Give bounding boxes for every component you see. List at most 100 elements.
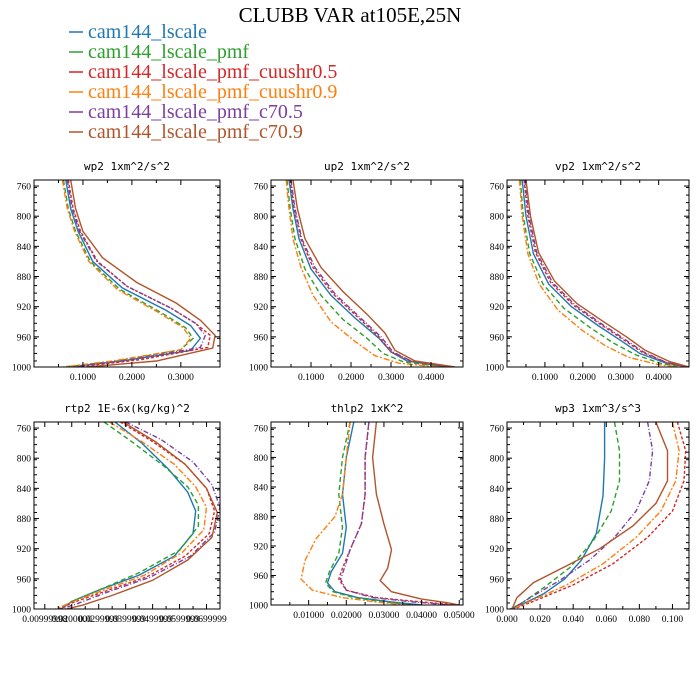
chart-panel: thlp2 1xK^2 760 800 840 880 920 960 1000 0.01000…: [249, 402, 475, 621]
x-tick-label: 0.01000: [293, 611, 324, 621]
series-line: [371, 422, 460, 605]
plot-frame: [506, 421, 690, 610]
x-tick-label: 0.000: [496, 615, 518, 625]
series-line: [65, 180, 202, 367]
legend-item: cam144_lscale_pmf_c70.5: [69, 101, 303, 123]
y-tick-label: 760: [490, 425, 505, 435]
panel-title: thlp2 1xK^2: [331, 402, 404, 415]
y-tick-label: 880: [17, 515, 32, 525]
plot-frame: [33, 179, 221, 368]
panel-title: wp2 1xm^2/s^2: [84, 160, 170, 173]
series-line: [66, 422, 219, 609]
x-tick-label: 0.02000: [331, 611, 362, 621]
y-tick-label: 880: [254, 513, 269, 523]
x-tick-label: 0.0299999: [79, 615, 120, 625]
series-line: [60, 422, 197, 609]
y-tick-label: 760: [490, 183, 505, 193]
y-tick-label: 880: [490, 515, 505, 525]
series-line: [58, 422, 216, 609]
panels: wp2 1xm^2/s^2 760 800 840 880 920 960 1000 0.100…: [12, 160, 690, 625]
y-tick-label: 960: [17, 575, 32, 585]
chart-panel: rtp2 1E-6x(kg/kg)^2 760 800 840 880 920 960 100…: [12, 402, 227, 625]
x-tick-label: 0.03000: [369, 611, 400, 621]
y-tick-label: 840: [17, 485, 32, 495]
y-tick-label: 920: [254, 542, 269, 552]
series-line: [525, 180, 689, 367]
series-line: [70, 180, 216, 367]
x-tick-label: 0.2000: [338, 373, 364, 383]
y-tick-label: 920: [490, 303, 505, 313]
legend-item: cam144_lscale_pmf_cuushr0.9: [69, 81, 337, 103]
series-line: [300, 422, 407, 605]
plot-frame: [270, 179, 464, 368]
series-group: [509, 422, 687, 609]
y-tick-label: 960: [490, 575, 505, 585]
legend-label: cam144_lscale_pmf_cuushr0.5: [88, 61, 337, 83]
legend-label: cam144_lscale_pmf_cuushr0.9: [88, 81, 337, 103]
y-tick-label: 840: [490, 485, 505, 495]
y-tick-label: 760: [17, 425, 32, 435]
y-tick-label: 840: [254, 483, 269, 493]
series-line: [519, 180, 686, 367]
y-tick-label: 960: [17, 333, 32, 343]
chart-panel: wp2 1xm^2/s^2 760 800 840 880 920 960 1000 0.100…: [12, 160, 221, 383]
x-tick-label: 0.040: [562, 615, 584, 625]
series-line: [509, 422, 621, 609]
panel-title: rtp2 1E-6x(kg/kg)^2: [64, 402, 190, 415]
x-tick-label: 0.4000: [418, 373, 444, 383]
legend-label: cam144_lscale_pmf: [88, 41, 249, 63]
series-group: [518, 180, 689, 367]
x-tick-label: 0.0499999: [132, 615, 173, 625]
x-tick-label: 0.3000: [378, 373, 404, 383]
y-tick-label: 960: [254, 333, 269, 343]
y-tick-label: 1000: [249, 364, 268, 374]
y-tick-label: 1000: [485, 606, 504, 616]
series-line: [61, 180, 192, 367]
series-line: [62, 180, 195, 367]
y-tick-label: 1000: [485, 364, 504, 374]
series-line: [510, 422, 606, 609]
y-tick-label: 760: [254, 424, 269, 434]
x-tick-label: 0.3000: [608, 373, 634, 383]
series-line: [66, 180, 207, 367]
x-tick-label: 0.080: [629, 615, 651, 625]
x-tick-label: 0.0200000: [52, 615, 93, 625]
legend: cam144_lscalecam144_lscale_pmfcam144_lsc…: [69, 21, 337, 143]
chart-panel: up2 1xm^2/s^2 760 800 840 880 920 960 1000 0.100…: [249, 160, 464, 383]
series-line: [511, 422, 654, 609]
y-tick-label: 1000: [249, 602, 268, 612]
x-tick-label: 0.100: [662, 615, 684, 625]
y-tick-label: 920: [254, 303, 269, 313]
chart-panel: wp3 1xm^3/s^3 760 800 840 880 920 960 10000.000…: [485, 402, 690, 625]
legend-label: cam144_lscale_pmf_c70.9: [88, 121, 303, 143]
y-tick-label: 800: [490, 213, 505, 223]
y-tick-label: 960: [490, 333, 505, 343]
y-tick-label: 960: [254, 572, 269, 582]
series-line: [289, 180, 452, 367]
series-line: [324, 422, 415, 605]
y-tick-label: 840: [17, 243, 32, 253]
y-tick-label: 800: [17, 213, 32, 223]
series-line: [521, 180, 689, 367]
series-group: [300, 422, 460, 605]
x-tick-label: 0.2000: [570, 373, 596, 383]
y-tick-label: 1000: [12, 606, 31, 616]
x-tick-label: 0.020: [529, 615, 551, 625]
plot-frame: [506, 179, 690, 368]
x-tick-label: 0.3000: [168, 373, 194, 383]
legend-label: cam144_lscale_pmf_c70.5: [88, 101, 303, 123]
x-tick-label: 0.1000: [532, 373, 558, 383]
y-tick-label: 920: [17, 303, 32, 313]
y-tick-label: 880: [17, 273, 32, 283]
x-tick-label: 0.4000: [646, 373, 672, 383]
y-tick-label: 920: [17, 545, 32, 555]
series-line: [60, 422, 220, 609]
panel-title: up2 1xm^2/s^2: [324, 160, 410, 173]
y-tick-label: 800: [490, 455, 505, 465]
series-line: [67, 180, 211, 367]
y-tick-label: 760: [17, 183, 32, 193]
plot-frame: [33, 421, 221, 610]
legend-item: cam144_lscale: [69, 21, 207, 43]
y-tick-label: 880: [490, 273, 505, 283]
x-tick-label: 0.0699999: [186, 615, 227, 625]
